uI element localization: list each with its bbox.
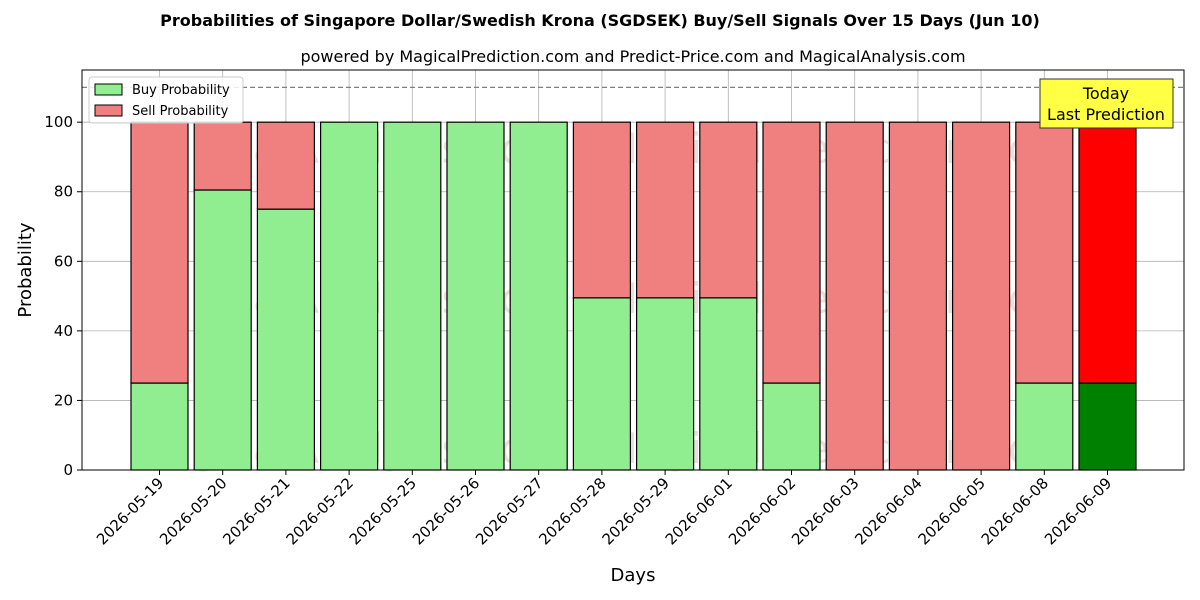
x-tick-label: 2026-05-19: [93, 474, 167, 548]
buy-bar: [383, 121, 442, 471]
x-tick-label: 2026-06-05: [915, 474, 989, 548]
x-tick-label: 2026-06-01: [662, 474, 736, 548]
legend-sell-label: Sell Probability: [132, 104, 229, 119]
sell-bar: [635, 121, 695, 299]
last-prediction-label: Last Prediction: [1047, 105, 1165, 124]
chart-subtitle: powered by MagicalPrediction.com and Pre…: [300, 47, 965, 66]
x-tick-label: 2026-05-27: [472, 474, 546, 548]
buy-bar: [509, 121, 568, 471]
x-tick-label: 2026-05-21: [219, 474, 293, 548]
plot-frame: [81, 69, 1185, 471]
buy-bar: [446, 121, 505, 471]
x-tick-label: 2026-06-03: [788, 474, 862, 548]
sell-bar: [951, 121, 1011, 471]
legend-buy-label: Buy Probability: [132, 83, 230, 98]
x-tick-label: 2026-06-04: [851, 474, 925, 548]
legend-box: [88, 76, 244, 124]
bars-layer: [130, 121, 1137, 471]
buy-bar: [572, 297, 632, 471]
sell-bar: [193, 121, 252, 191]
y-axis-label: Probability: [15, 222, 36, 317]
legend-sell-swatch: [94, 104, 123, 117]
x-tick-label: 2026-06-02: [725, 474, 799, 548]
y-tick-label: 0: [63, 461, 73, 479]
legend: Buy Probability Sell Probability: [88, 76, 244, 124]
sell-bar: [130, 121, 189, 384]
x-tick-label: 2026-05-22: [283, 474, 357, 548]
buy-bar: [320, 121, 379, 471]
buy-bar: [699, 297, 758, 471]
today-annotation-box: [1039, 78, 1174, 129]
buy-bar: [193, 189, 252, 471]
buy-bar: [1078, 382, 1137, 471]
x-tick-label: 2026-06-09: [1041, 474, 1115, 548]
buy-bar: [130, 382, 189, 471]
legend-buy-swatch: [94, 83, 123, 96]
sell-bar: [1015, 121, 1074, 384]
sell-bar: [572, 121, 632, 299]
x-tick-label: 2026-05-25: [346, 474, 420, 548]
y-axis: 0 20 40 60 80 100: [44, 113, 82, 479]
sell-bar: [1078, 121, 1137, 384]
x-tick-label: 2026-05-20: [156, 474, 230, 548]
sell-bar: [888, 121, 948, 471]
x-tick-label: 2026-06-08: [978, 474, 1052, 548]
y-tick-label: 60: [54, 252, 73, 270]
sell-bar: [762, 121, 821, 384]
today-label: Today: [1082, 84, 1129, 103]
buy-bar: [256, 208, 315, 471]
y-tick-label: 40: [54, 322, 73, 340]
today-annotation: Today Last Prediction: [1039, 78, 1174, 129]
x-tick-label: 2026-05-28: [535, 474, 609, 548]
sell-bar: [699, 121, 758, 299]
x-axis-label: Days: [611, 565, 656, 586]
sell-bar: [825, 121, 884, 471]
buy-bar: [635, 297, 695, 471]
chart-title: Probabilities of Singapore Dollar/Swedis…: [160, 11, 1040, 30]
x-tick-label: 2026-05-29: [599, 474, 673, 548]
x-tick-label: 2026-05-26: [409, 474, 483, 548]
y-tick-label: 20: [54, 391, 73, 409]
y-tick-label: 80: [54, 183, 73, 201]
sell-bar: [256, 121, 315, 210]
y-tick-label: 100: [44, 113, 73, 131]
buy-bar: [762, 382, 821, 471]
x-axis: 2026-05-192026-05-202026-05-212026-05-22…: [93, 470, 1115, 548]
buy-bar: [1015, 382, 1074, 471]
